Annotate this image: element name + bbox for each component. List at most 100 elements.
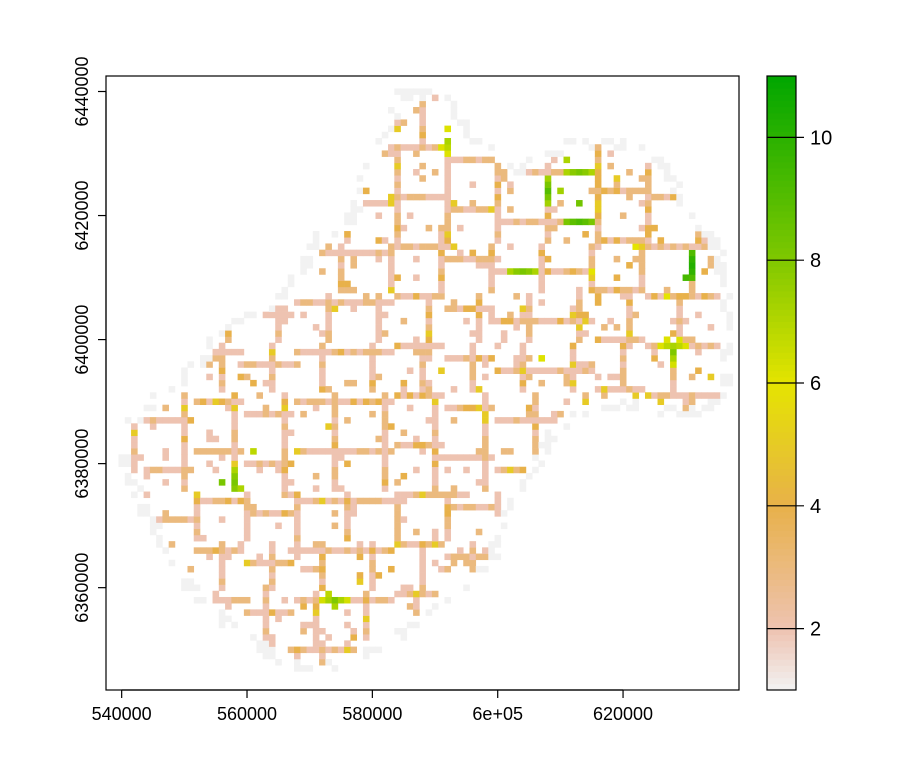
raster-cell — [287, 479, 295, 486]
raster-cell — [519, 218, 527, 226]
raster-cell — [569, 379, 577, 387]
raster-cell — [181, 441, 188, 449]
legend-swatch — [767, 432, 796, 439]
raster-cell — [369, 299, 376, 306]
raster-cell — [275, 522, 282, 530]
raster-cell — [356, 497, 364, 505]
y-tick-label: 6440000 — [72, 56, 92, 126]
raster-cell — [381, 441, 389, 449]
raster-cell — [557, 200, 564, 207]
raster-cell — [488, 305, 495, 312]
raster-cell — [456, 547, 464, 554]
raster-cell — [425, 609, 433, 616]
raster-cell — [569, 355, 577, 362]
raster-cell — [193, 448, 201, 455]
raster-cell — [463, 305, 470, 312]
raster-cell — [532, 404, 539, 412]
raster-cell — [544, 417, 552, 424]
raster-cell — [312, 404, 320, 412]
raster-cell — [588, 169, 596, 176]
raster-cell — [475, 565, 483, 573]
raster-cell — [375, 596, 383, 604]
raster-cell — [344, 510, 351, 517]
raster-cell — [494, 162, 502, 170]
raster-cell — [225, 404, 232, 412]
raster-cell — [312, 609, 320, 616]
raster-cell — [319, 596, 326, 604]
legend-swatch — [767, 499, 796, 507]
raster-cell — [193, 596, 201, 604]
raster-cell — [413, 348, 420, 356]
raster-cell — [312, 621, 320, 629]
raster-cell — [394, 627, 401, 635]
legend-swatch — [767, 284, 796, 292]
raster-cell — [143, 417, 151, 424]
raster-cell — [287, 559, 295, 567]
raster-cell — [394, 274, 401, 281]
raster-cell — [262, 627, 270, 635]
legend-swatch — [767, 468, 796, 476]
raster-cell — [331, 497, 339, 505]
raster-cell — [212, 466, 220, 474]
raster-cell — [450, 255, 458, 263]
raster-cell — [225, 547, 232, 554]
raster-cell — [406, 88, 414, 95]
raster-cell — [413, 193, 420, 201]
raster-cell — [676, 311, 683, 319]
raster-cell — [375, 305, 383, 312]
raster-cell — [362, 621, 370, 629]
raster-cell — [356, 398, 364, 406]
raster-cell — [726, 342, 734, 350]
raster-cell — [425, 299, 433, 306]
raster-cell — [137, 485, 144, 492]
raster-cell — [619, 348, 627, 356]
raster-cell — [538, 317, 546, 325]
raster-cell — [344, 448, 351, 455]
x-tick-label: 620000 — [593, 704, 653, 724]
raster-cell — [563, 169, 571, 176]
raster-cell — [388, 448, 395, 455]
raster-cell — [187, 417, 195, 424]
raster-cell — [319, 584, 326, 592]
raster-cell — [243, 460, 251, 468]
raster-cell — [619, 336, 627, 343]
raster-cell — [131, 423, 138, 430]
raster-cell — [482, 423, 489, 430]
raster-cell — [588, 187, 596, 195]
legend-swatch — [767, 647, 796, 654]
raster-cell — [494, 553, 502, 561]
raster-cell — [644, 181, 652, 188]
raster-cell — [394, 175, 401, 182]
raster-cell — [275, 615, 282, 623]
raster-cell — [519, 355, 527, 362]
raster-cell — [381, 299, 389, 306]
raster-cell — [275, 609, 282, 616]
raster-cell — [225, 596, 232, 604]
raster-cell — [413, 336, 420, 343]
raster-cell — [594, 299, 602, 306]
raster-cell — [394, 150, 401, 157]
raster-cell — [268, 652, 276, 660]
raster-cells — [118, 88, 734, 672]
raster-cell — [588, 268, 596, 275]
raster-cell — [394, 169, 401, 176]
raster-cell — [425, 392, 433, 399]
raster-cell — [325, 249, 332, 257]
raster-cell — [306, 299, 314, 306]
raster-cell — [350, 627, 357, 635]
raster-cell — [425, 441, 433, 449]
raster-cell — [413, 603, 420, 610]
raster-cell — [626, 311, 633, 319]
raster-cell — [262, 634, 270, 641]
raster-cell — [400, 516, 408, 523]
raster-cell — [388, 299, 395, 306]
raster-cell — [312, 615, 320, 623]
raster-cell — [469, 373, 477, 381]
raster-cell — [594, 193, 602, 201]
raster-cell — [200, 361, 207, 368]
raster-cell — [350, 255, 357, 263]
raster-cell — [312, 590, 320, 598]
legend-swatch — [767, 456, 796, 464]
raster-cell — [544, 162, 552, 170]
raster-cell — [137, 510, 144, 517]
